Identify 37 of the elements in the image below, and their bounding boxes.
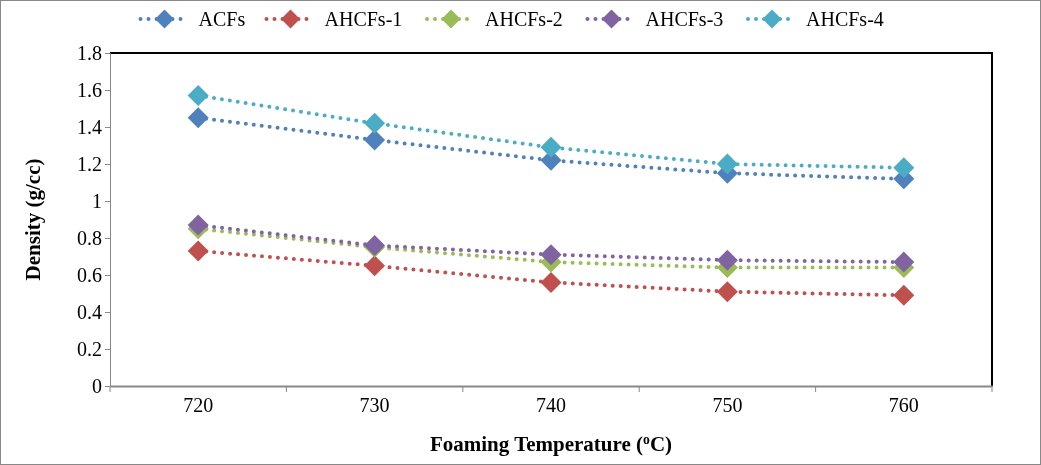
legend-label: AHCFs-1 bbox=[324, 8, 403, 30]
y-tick-label: 0.2 bbox=[77, 337, 102, 360]
point bbox=[364, 129, 386, 151]
x-tick-label: 730 bbox=[359, 394, 390, 417]
point bbox=[540, 271, 562, 293]
y-tick-label: 0.8 bbox=[77, 226, 102, 249]
point bbox=[716, 153, 738, 175]
legend-label: AHCFs-4 bbox=[806, 8, 884, 30]
point bbox=[893, 284, 915, 306]
point bbox=[540, 244, 562, 266]
y-tick-label: 0 bbox=[92, 374, 102, 397]
point bbox=[364, 112, 386, 134]
y-tick-label: 0.6 bbox=[77, 263, 102, 286]
point bbox=[716, 281, 738, 303]
y-tick-label: 0.4 bbox=[77, 300, 102, 323]
y-tick-label: 1.8 bbox=[77, 41, 102, 64]
x-tick-label: 760 bbox=[888, 394, 919, 417]
point bbox=[893, 157, 915, 179]
y-tick-label: 1.2 bbox=[77, 152, 102, 175]
legend-label: AHCFs-2 bbox=[485, 8, 563, 30]
x-tick-label: 720 bbox=[183, 394, 214, 417]
point bbox=[893, 251, 915, 273]
point bbox=[364, 255, 386, 277]
x-axis-title: Foaming Temperature ($^{o}$C) bbox=[429, 431, 673, 456]
legend-label: AHCFs-3 bbox=[645, 8, 724, 30]
x-tick-label: 750 bbox=[712, 394, 743, 417]
y-tick-label: 1 bbox=[92, 189, 102, 212]
y-tick-label: 1.6 bbox=[77, 78, 102, 101]
point bbox=[187, 240, 209, 262]
x-tick-label: 740 bbox=[536, 394, 566, 417]
point bbox=[187, 85, 209, 107]
point bbox=[716, 249, 738, 271]
legend-label: ACFs bbox=[198, 8, 246, 30]
point bbox=[540, 136, 562, 158]
y-tick-label: 1.4 bbox=[77, 115, 102, 138]
point bbox=[187, 107, 209, 129]
y-axis-title: Density (g/cc) bbox=[21, 158, 45, 281]
